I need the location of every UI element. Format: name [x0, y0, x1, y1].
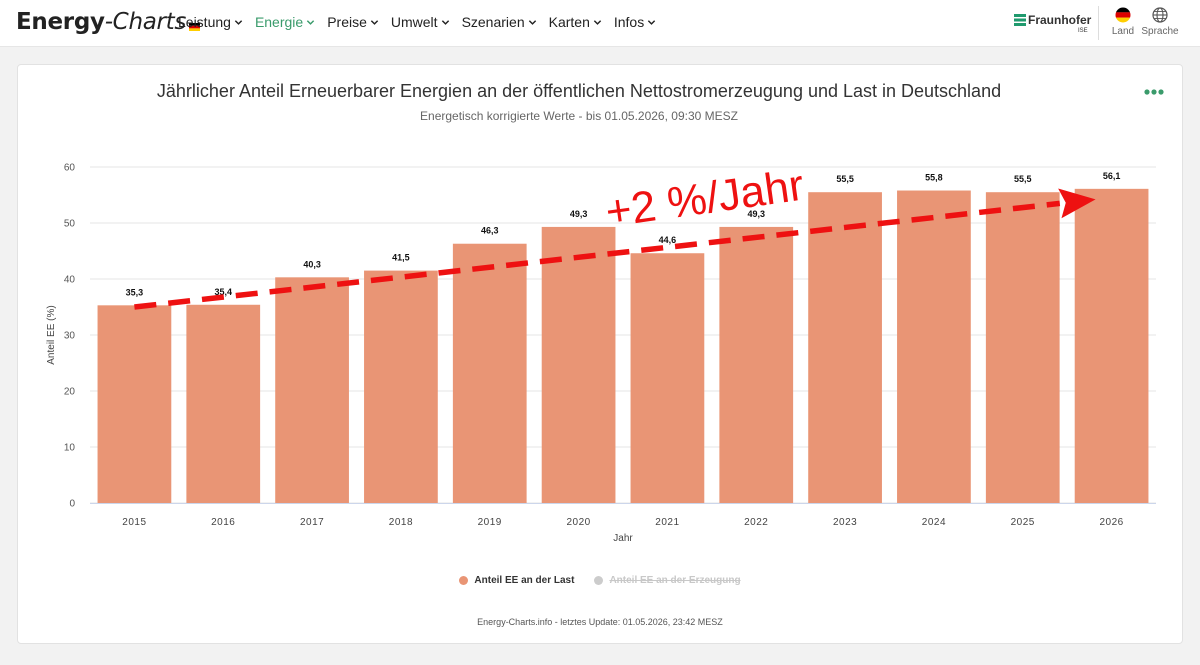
- x-tick-label: 2019: [478, 517, 502, 528]
- bar[interactable]: [1074, 188, 1149, 503]
- x-tick-label: 2024: [922, 517, 946, 528]
- nav-item-label: Infos: [613, 14, 645, 30]
- chevron-down-icon: [307, 20, 315, 25]
- y-tick-label: 0: [69, 499, 75, 510]
- fraunhofer-logo[interactable]: Fraunhofer ISE: [1014, 13, 1092, 34]
- data-label: 55,5: [836, 174, 854, 184]
- chart-credits: Energy-Charts.info - letztes Update: 01.…: [477, 617, 723, 627]
- german-flag-icon: [189, 11, 201, 37]
- x-tick-label: 2022: [744, 517, 768, 528]
- chevron-down-icon: [370, 20, 379, 25]
- fraunhofer-name: Fraunhofer: [1028, 13, 1092, 27]
- nav-item-label: Preise: [327, 14, 367, 30]
- toolbar-divider: [1098, 6, 1099, 40]
- trend-line: [134, 200, 1061, 310]
- chevron-down-icon: [234, 20, 243, 25]
- logo-text-bold: Energy: [16, 9, 105, 35]
- country-selector-label: Land: [1111, 26, 1135, 37]
- bar[interactable]: [808, 192, 882, 503]
- logo-text-italic: -Charts: [104, 9, 187, 35]
- chevron-down-icon: [593, 20, 602, 25]
- nav-item-label: Energie: [254, 14, 304, 30]
- nav-item-label: Umwelt: [390, 14, 438, 30]
- language-selector[interactable]: Sprache: [1137, 7, 1183, 37]
- nav-item-karten[interactable]: Karten: [549, 14, 602, 30]
- bar[interactable]: [985, 192, 1060, 503]
- x-tick-label: 2020: [566, 517, 590, 528]
- language-selector-label: Sprache: [1141, 26, 1179, 37]
- chevron-down-icon: [648, 20, 656, 25]
- chevron-down-icon: [528, 20, 536, 25]
- legend-marker: [459, 576, 469, 585]
- german-flag-icon: [1115, 7, 1131, 23]
- data-label: 41,5: [392, 253, 410, 263]
- trend-annotation-text: +2 %/Jahr: [603, 161, 807, 237]
- y-axis-title: Anteil EE (%): [46, 305, 57, 364]
- bar[interactable]: [275, 277, 349, 503]
- legend-label: Anteil EE an der Erzeugung: [609, 575, 741, 586]
- chart-title: Jährlicher Anteil Erneuerbarer Energien …: [156, 81, 1002, 101]
- y-tick-label: 50: [64, 219, 76, 230]
- bar[interactable]: [897, 190, 971, 503]
- more-options-icon[interactable]: [1144, 87, 1164, 97]
- y-tick-label: 60: [64, 163, 76, 174]
- data-label: 35,3: [126, 287, 144, 297]
- x-tick-label: 2025: [1011, 517, 1035, 528]
- y-tick-label: 10: [64, 443, 76, 454]
- bar[interactable]: [97, 305, 172, 503]
- x-axis-title: Jahr: [613, 533, 633, 544]
- main-menu: Leistung Energie Preise Umwelt Szenarien…: [178, 14, 656, 30]
- bar[interactable]: [541, 226, 616, 504]
- fraunhofer-sub: ISE: [1078, 28, 1088, 34]
- bar[interactable]: [186, 304, 261, 503]
- bar[interactable]: [364, 270, 438, 503]
- y-tick-label: 20: [64, 387, 76, 398]
- trend-arrowhead: [1058, 188, 1096, 219]
- fraunhofer-mark-icon: [1014, 14, 1026, 26]
- globe-icon: [1152, 7, 1168, 23]
- nav-item-label: Karten: [548, 14, 590, 30]
- x-tick-label: 2016: [211, 517, 235, 528]
- top-navigation-bar: Energy-Charts Leistung Energie Preise Um…: [0, 0, 1200, 47]
- data-label: 55,5: [1014, 174, 1032, 184]
- nav-item-leistung[interactable]: Leistung: [178, 14, 243, 30]
- data-label: 46,3: [481, 226, 499, 236]
- chart-legend: Anteil EE an der Last Anteil EE an der E…: [18, 575, 1182, 586]
- nav-item-umwelt[interactable]: Umwelt: [391, 14, 450, 30]
- x-tick-label: 2026: [1099, 517, 1123, 528]
- x-tick-label: 2015: [122, 517, 146, 528]
- x-tick-label: 2017: [300, 517, 324, 528]
- x-tick-label: 2021: [655, 517, 679, 528]
- chart-subtitle: Energetisch korrigierte Werte - bis 01.0…: [420, 109, 738, 123]
- energy-charts-logo[interactable]: Energy-Charts: [16, 9, 201, 37]
- legend-item-erzeugung[interactable]: Anteil EE an der Erzeugung: [594, 575, 741, 586]
- legend-item-last[interactable]: Anteil EE an der Last: [459, 575, 574, 586]
- country-selector[interactable]: Land: [1100, 7, 1146, 37]
- y-tick-label: 40: [64, 275, 76, 286]
- data-label: 49,3: [747, 209, 765, 219]
- data-label: 44,6: [659, 235, 677, 245]
- data-label: 35,4: [214, 287, 232, 297]
- bar-chart: 0 10 20 30 40 50 60 Anteil EE (%) 35,3 35,4 40,3 41…: [46, 161, 1156, 544]
- data-label: 55,8: [925, 173, 943, 183]
- bar[interactable]: [719, 226, 794, 504]
- data-label: 49,3: [570, 209, 588, 219]
- nav-item-infos[interactable]: Infos: [614, 14, 656, 30]
- nav-item-label: Szenarien: [461, 14, 525, 30]
- y-tick-label: 30: [64, 331, 76, 342]
- nav-item-szenarien[interactable]: Szenarien: [462, 14, 537, 30]
- nav-item-label: Leistung: [178, 14, 231, 30]
- nav-item-preise[interactable]: Preise: [327, 14, 379, 30]
- x-tick-label: 2023: [833, 517, 857, 528]
- chevron-down-icon: [441, 20, 449, 25]
- legend-marker: [594, 576, 604, 585]
- bar[interactable]: [630, 253, 705, 503]
- data-label: 40,3: [303, 259, 321, 269]
- nav-item-energie[interactable]: Energie: [255, 14, 315, 30]
- chart-card: Jährlicher Anteil Erneuerbarer Energien …: [17, 64, 1183, 644]
- data-label: 56,1: [1103, 171, 1121, 181]
- x-tick-label: 2018: [389, 517, 413, 528]
- bar[interactable]: [452, 243, 527, 503]
- legend-label: Anteil EE an der Last: [474, 575, 575, 586]
